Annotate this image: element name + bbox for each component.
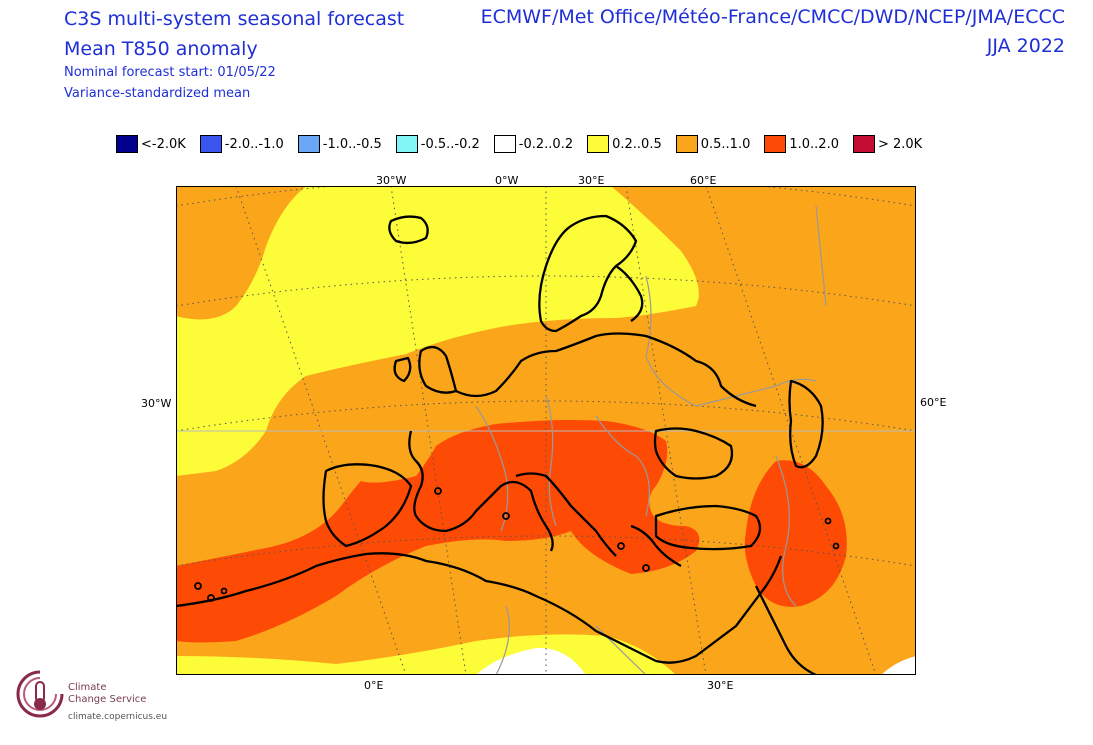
forecast-start: Nominal forecast start: 01/05/22 bbox=[64, 65, 276, 80]
legend-item: 1.0..2.0 bbox=[764, 135, 839, 153]
legend-label: -0.5..-0.2 bbox=[420, 136, 480, 152]
legend-swatch bbox=[297, 135, 320, 153]
season-label: JJA 2022 bbox=[986, 35, 1065, 57]
title-line-2: Mean T850 anomaly bbox=[64, 38, 258, 60]
logo-url: climate.copernicus.eu bbox=[68, 712, 168, 722]
legend-item: 0.2..0.5 bbox=[587, 135, 662, 153]
legend-swatch bbox=[764, 135, 787, 153]
legend-label: -1.0..-0.5 bbox=[322, 136, 382, 152]
legend-item: -1.0..-0.5 bbox=[297, 135, 382, 153]
legend-item: > 2.0K bbox=[852, 135, 923, 153]
logo-line-2: Change Service bbox=[68, 694, 147, 705]
centres-list: ECMWF/Met Office/Météo-France/CMCC/DWD/N… bbox=[480, 6, 1065, 28]
coastlines bbox=[176, 214, 824, 675]
legend-label: -2.0..-1.0 bbox=[224, 136, 284, 152]
lon-label-top-60e: 60°E bbox=[690, 174, 717, 187]
legend-swatch bbox=[852, 135, 875, 153]
legend-item: -2.0..-1.0 bbox=[199, 135, 284, 153]
legend-swatch bbox=[493, 135, 516, 153]
field-1.0-2.0-east bbox=[744, 460, 847, 607]
lon-label-bottom-30e: 30°E bbox=[707, 679, 734, 692]
lon-label-left: 30°W bbox=[141, 397, 172, 410]
legend-swatch bbox=[116, 135, 138, 153]
lon-label-top-0w: 0°W bbox=[495, 174, 519, 187]
legend-swatch bbox=[199, 135, 222, 153]
legend-label: > 2.0K bbox=[877, 136, 923, 152]
copernicus-logo bbox=[14, 668, 66, 724]
field-0.5-1.0-nw bbox=[176, 186, 306, 320]
map-frame bbox=[176, 186, 916, 675]
legend-swatch bbox=[587, 135, 610, 153]
field-neutral-sahara bbox=[476, 647, 586, 675]
legend-label: -0.2..0.2 bbox=[518, 136, 574, 152]
lon-label-right: 60°E bbox=[920, 396, 947, 409]
legend-label: 0.5..1.0 bbox=[700, 136, 751, 152]
lon-label-top-30w: 30°W bbox=[376, 174, 407, 187]
legend-label: 1.0..2.0 bbox=[789, 136, 839, 152]
lon-label-bottom-0e: 0°E bbox=[364, 679, 384, 692]
thermometer-icon bbox=[16, 670, 64, 718]
lon-label-top-30e: 30°E bbox=[578, 174, 605, 187]
legend-swatch bbox=[675, 135, 698, 153]
legend-item: -0.2..0.2 bbox=[493, 135, 574, 153]
field-neutral-se bbox=[881, 656, 916, 675]
method-note: Variance-standardized mean bbox=[64, 86, 251, 101]
field-0.2-0.5-north bbox=[176, 186, 699, 476]
legend-item: -0.5..-0.2 bbox=[395, 135, 480, 153]
anomaly-map bbox=[176, 186, 916, 675]
legend-label: 0.2..0.5 bbox=[612, 136, 662, 152]
logo-line-1: Climate bbox=[68, 682, 107, 693]
color-legend: <-2.0K -2.0..-1.0 -1.0..-0.5 -0.5..-0.2 … bbox=[116, 135, 936, 153]
country-borders bbox=[475, 205, 827, 675]
islands bbox=[194, 487, 840, 602]
legend-item: 0.5..1.0 bbox=[675, 135, 751, 153]
legend-item: <-2.0K bbox=[116, 135, 186, 153]
legend-label: <-2.0K bbox=[141, 136, 186, 152]
title-line-1: C3S multi-system seasonal forecast bbox=[64, 8, 405, 30]
legend-swatch bbox=[395, 135, 418, 153]
